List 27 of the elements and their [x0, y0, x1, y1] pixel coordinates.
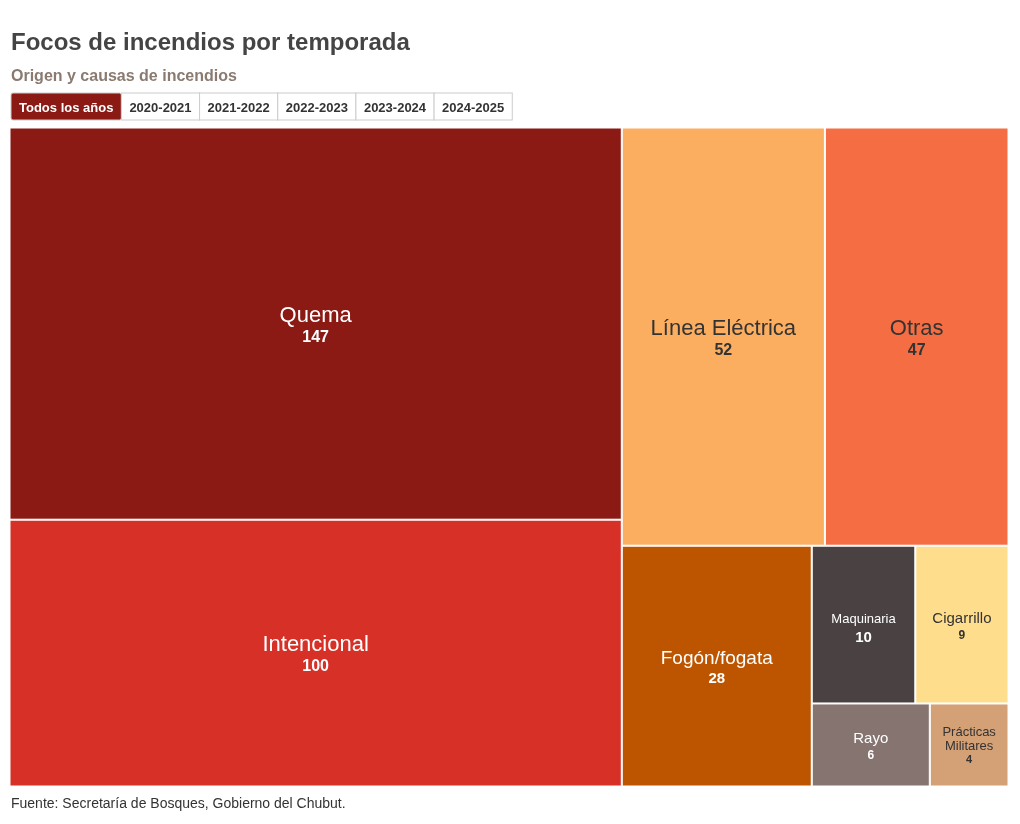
tab-button[interactable]: 2024-2025	[433, 92, 513, 121]
data-label: 6	[867, 747, 875, 762]
data-label: 100	[302, 657, 330, 675]
category-label: Quema	[279, 301, 353, 327]
category-label: Maquinaria	[831, 610, 897, 626]
tab-button[interactable]: 2022-2023	[277, 92, 357, 121]
source-note: Fuente: Secretaría de Bosques, Gobierno del Chubut.	[11, 795, 346, 811]
text: Origen y causas de incendios	[11, 67, 237, 84]
tab-button[interactable]: Todos los años	[10, 92, 122, 121]
data-label: 4	[966, 752, 974, 765]
category-label: Otras	[889, 314, 944, 340]
category-label: Intencional	[262, 631, 369, 657]
data-label: 52	[714, 340, 733, 358]
tab-button[interactable]: 2020-2021	[120, 92, 201, 121]
tab-button[interactable]: 2021-2022	[199, 92, 279, 121]
data-label: 10	[855, 627, 872, 645]
data-label: 147	[302, 327, 330, 345]
data-label: 28	[708, 669, 726, 687]
data-label: 9	[958, 627, 966, 642]
tab-button[interactable]: 2023-2024	[355, 92, 435, 121]
category-label: Prácticas Militares	[942, 724, 997, 753]
text: Focos de incendios por temporada	[11, 28, 411, 55]
category-label: Cigarrillo	[932, 608, 992, 626]
data-label: 47	[907, 340, 926, 358]
category-label: Rayo	[853, 728, 889, 746]
category-label: Fogón/fogata	[660, 647, 774, 669]
category-label: Línea Eléctrica	[650, 314, 797, 340]
